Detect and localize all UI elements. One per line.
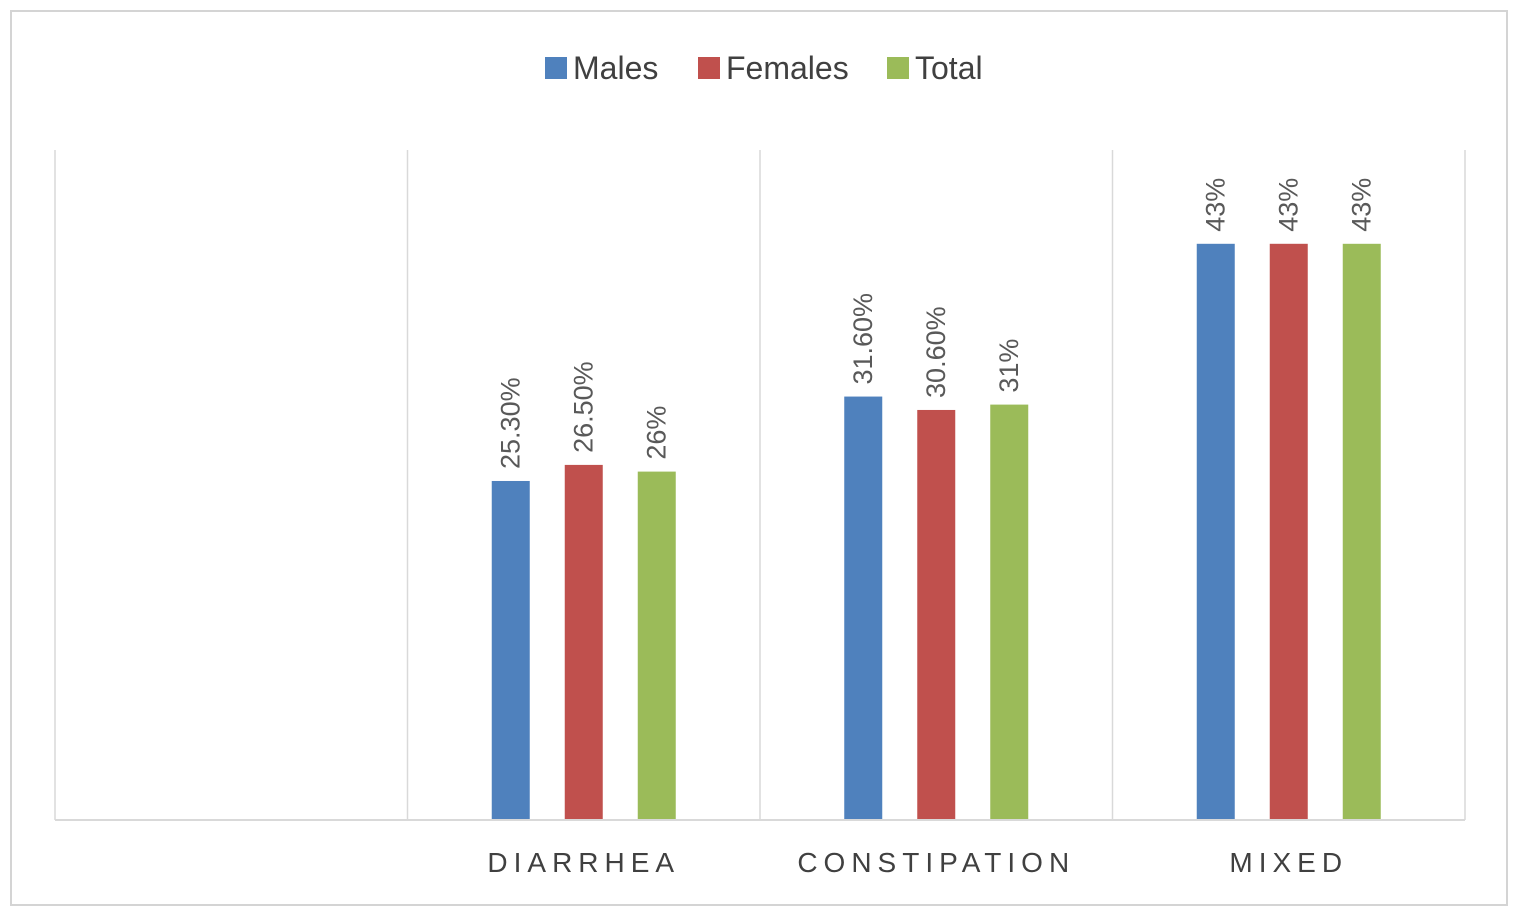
- legend-label-males: Males: [573, 50, 658, 86]
- category-label-constipation: CONSTIPATION: [797, 847, 1075, 878]
- x-axis: DIARRHEA CONSTIPATION MIXED: [55, 819, 1465, 878]
- bar-females-diarrhea: [564, 464, 603, 820]
- legend-label-females: Females: [726, 50, 849, 86]
- gridlines: [54, 150, 1466, 820]
- data-label-total-constipation: 31%: [994, 339, 1024, 393]
- category-label-diarrhea: DIARRHEA: [487, 847, 680, 878]
- data-label-females-diarrhea: 26.50%: [569, 361, 599, 453]
- data-label-total-mixed: 43%: [1347, 178, 1377, 232]
- chart-frame: [10, 10, 1508, 906]
- bar-males-diarrhea: [491, 480, 530, 820]
- legend-swatch-males: [545, 57, 567, 79]
- legend-swatch-females: [698, 57, 720, 79]
- data-label-total-diarrhea: 26%: [642, 406, 672, 460]
- data-label-males-mixed: 43%: [1201, 178, 1231, 232]
- bar-total-diarrhea: [637, 471, 676, 820]
- data-label-females-mixed: 43%: [1274, 178, 1304, 232]
- legend: Males Females Total: [545, 50, 983, 86]
- bar-total-mixed: [1342, 243, 1381, 821]
- bar-females-mixed: [1269, 243, 1308, 821]
- category-label-mixed: MIXED: [1229, 847, 1348, 878]
- bar-total-constipation: [990, 404, 1029, 820]
- data-labels: 25.30% 31.60% 43% 26.50% 30.60% 43% 26% 31% 43%: [496, 178, 1377, 469]
- legend-label-total: Total: [915, 50, 983, 86]
- bars: [491, 243, 1381, 821]
- data-label-males-diarrhea: 25.30%: [496, 377, 526, 469]
- legend-swatch-total: [887, 57, 909, 79]
- bar-males-constipation: [844, 396, 883, 820]
- data-label-males-constipation: 31.60%: [848, 293, 878, 385]
- data-label-females-constipation: 30.60%: [921, 306, 951, 398]
- bar-males-mixed: [1196, 243, 1235, 821]
- bar-females-constipation: [917, 409, 956, 820]
